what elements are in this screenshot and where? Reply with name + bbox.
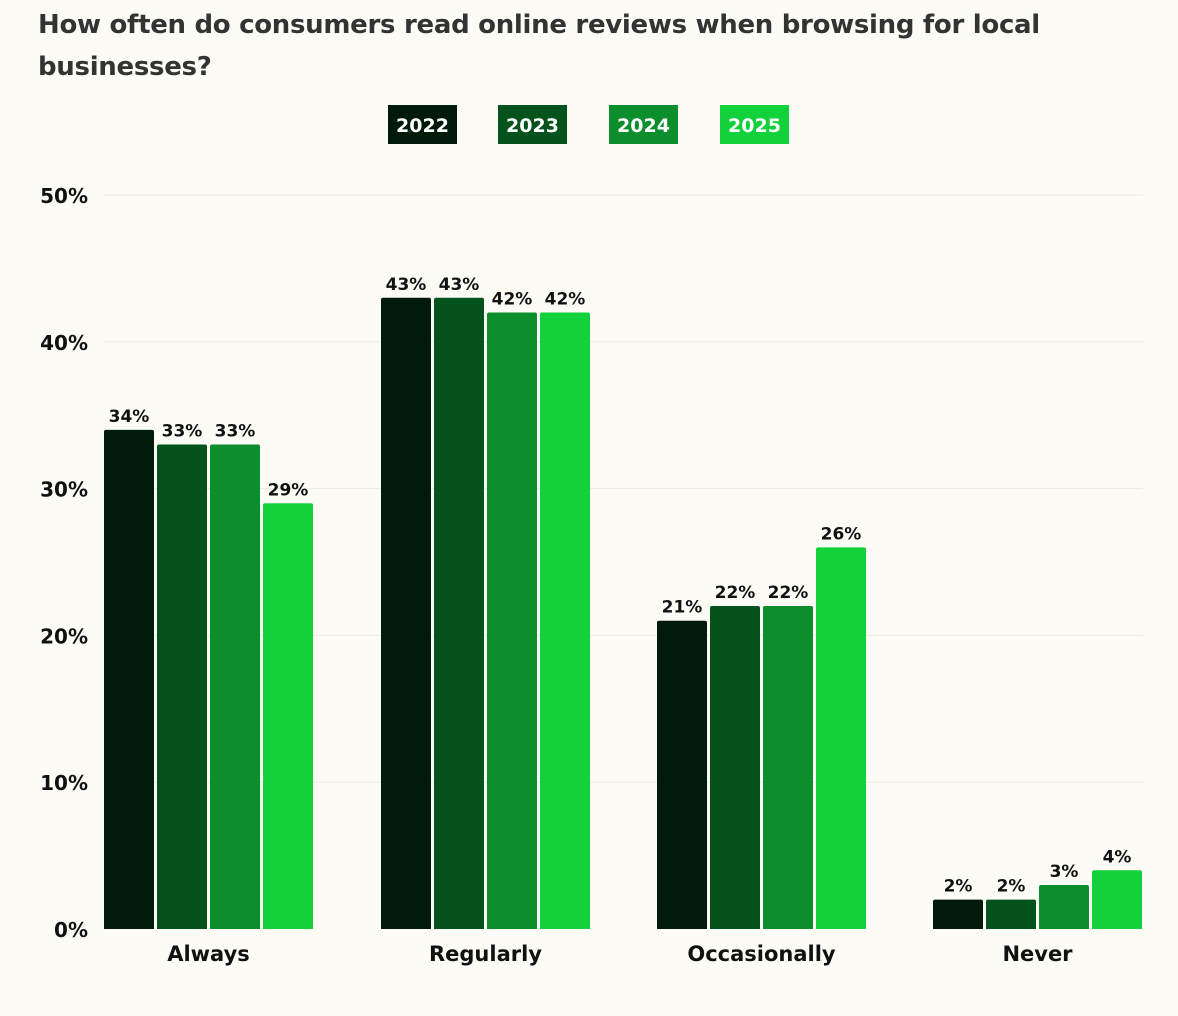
- value-label-occasionally-2022: 21%: [662, 598, 703, 618]
- legend-label-2025: 2025: [728, 115, 781, 137]
- x-axis-categories: Always Regularly Occasionally Never: [167, 942, 1073, 966]
- category-label-regularly: Regularly: [429, 942, 542, 966]
- legend-label-2024: 2024: [617, 115, 670, 137]
- bar-never-2022: [933, 899, 983, 929]
- bar-never-2025: [1092, 870, 1142, 929]
- legend: 2022 2023 2024 2025: [388, 105, 789, 144]
- bar-always-2025: [263, 503, 313, 929]
- value-label-never-2024: 3%: [1050, 862, 1079, 882]
- legend-swatch-2022: [388, 105, 457, 144]
- value-label-regularly-2025: 42%: [545, 289, 586, 309]
- value-label-always-2023: 33%: [162, 422, 203, 442]
- legend-swatch-2025: [720, 105, 789, 144]
- bar-regularly-2023: [434, 297, 484, 929]
- value-label-never-2022: 2%: [944, 877, 973, 897]
- category-label-never: Never: [1002, 942, 1073, 966]
- value-labels: 34% 33% 33% 29% 43% 43% 42% 42% 21% 22% 22% 26% 2% 2%…: [109, 275, 1132, 897]
- chart-title: How often do consumers read online revie…: [38, 10, 1040, 82]
- value-label-regularly-2023: 43%: [439, 275, 480, 295]
- y-tick-label: 40%: [40, 331, 88, 355]
- bar-never-2024: [1039, 884, 1089, 929]
- bar-occasionally-2024: [763, 606, 813, 929]
- value-label-regularly-2024: 42%: [492, 289, 533, 309]
- value-label-occasionally-2024: 22%: [768, 583, 809, 603]
- bar-always-2024: [210, 444, 260, 929]
- y-tick-label: 30%: [40, 478, 88, 502]
- legend-label-2023: 2023: [506, 115, 559, 137]
- value-label-never-2023: 2%: [997, 877, 1026, 897]
- value-label-never-2025: 4%: [1103, 847, 1132, 867]
- legend-label-2022: 2022: [396, 115, 449, 137]
- value-label-always-2024: 33%: [215, 422, 256, 442]
- category-label-always: Always: [167, 942, 250, 966]
- y-tick-label: 0%: [54, 918, 88, 942]
- bar-regularly-2025: [540, 312, 590, 929]
- bars: [104, 297, 1142, 929]
- category-label-occasionally: Occasionally: [687, 942, 836, 966]
- y-tick-label: 10%: [40, 771, 88, 795]
- bar-occasionally-2023: [710, 606, 760, 929]
- value-label-always-2025: 29%: [268, 480, 309, 500]
- value-label-always-2022: 34%: [109, 407, 150, 427]
- bar-always-2023: [157, 444, 207, 929]
- y-tick-label: 20%: [40, 624, 88, 648]
- legend-swatch-2024: [609, 105, 678, 144]
- value-label-occasionally-2025: 26%: [821, 524, 862, 544]
- bar-occasionally-2022: [657, 620, 707, 929]
- value-label-occasionally-2023: 22%: [715, 583, 756, 603]
- legend-swatch-2023: [498, 105, 567, 144]
- bar-regularly-2022: [381, 297, 431, 929]
- bar-never-2023: [986, 899, 1036, 929]
- bar-regularly-2024: [487, 312, 537, 929]
- bar-occasionally-2025: [816, 547, 866, 929]
- y-axis-ticks: 0% 10% 20% 30% 40% 50%: [40, 184, 88, 942]
- bar-always-2022: [104, 429, 154, 929]
- y-tick-label: 50%: [40, 184, 88, 208]
- value-label-regularly-2022: 43%: [386, 275, 427, 295]
